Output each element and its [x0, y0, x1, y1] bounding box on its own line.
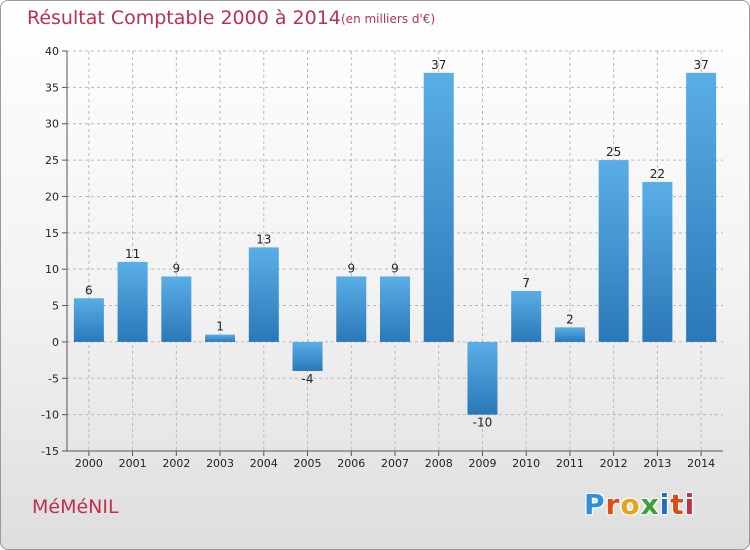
data-label: 25 — [606, 145, 621, 159]
x-tick-label: 2005 — [294, 457, 322, 470]
logo-letter: i — [684, 488, 696, 521]
logo-letter: P — [584, 488, 606, 521]
y-tick-label: -15 — [41, 445, 59, 458]
logo-letter: o — [620, 488, 641, 521]
y-tick-label: 30 — [45, 118, 59, 131]
x-tick-label: 2009 — [468, 457, 496, 470]
bar-2006 — [336, 276, 367, 342]
y-tick-label: 40 — [45, 45, 59, 58]
bars — [73, 72, 717, 415]
data-label: 13 — [256, 232, 271, 246]
bar-2003 — [205, 334, 236, 342]
chart-subtitle: (en milliers d'€) — [341, 12, 436, 26]
x-tick-label: 2007 — [381, 457, 409, 470]
x-tick-label: 2010 — [512, 457, 540, 470]
data-label: 9 — [347, 261, 355, 275]
data-label: 37 — [693, 58, 708, 72]
y-tick-label: 10 — [45, 263, 59, 276]
bar-2012 — [598, 160, 629, 342]
commune-name: MéMéNIL — [32, 496, 119, 518]
data-label: 9 — [173, 261, 181, 275]
y-tick-label: -5 — [48, 372, 59, 385]
data-label: 9 — [391, 261, 399, 275]
x-tick-label: 2000 — [75, 457, 103, 470]
bar-2000 — [73, 298, 104, 342]
data-label: 6 — [85, 283, 93, 297]
bar-2007 — [380, 276, 410, 342]
bar-2002 — [161, 276, 192, 342]
data-label: 22 — [650, 167, 665, 181]
chart-title: Résultat Comptable 2000 à 2014 — [27, 7, 341, 29]
y-tick-label: 25 — [45, 154, 59, 167]
y-tick-label: 5 — [52, 300, 59, 313]
logo-letter: i — [659, 488, 671, 521]
labels: -15 -10 -5 0 5 10 15 20 25 30 35 40 2000 6 2001 11 2002 9… — [41, 45, 715, 470]
y-tick-label: -10 — [41, 409, 59, 422]
bar-2010 — [511, 291, 542, 342]
x-tick-label: 2011 — [556, 457, 584, 470]
bar-2008 — [423, 72, 454, 342]
logo-letter: x — [640, 488, 660, 521]
bar-2013 — [642, 181, 673, 342]
data-label: 2 — [566, 312, 574, 326]
x-tick-label: 2002 — [162, 457, 190, 470]
bar-2011 — [554, 327, 585, 342]
axes — [62, 50, 723, 456]
x-tick-label: 2008 — [425, 457, 453, 470]
bar-2001 — [117, 261, 148, 342]
logo-letter: t — [670, 488, 685, 521]
x-tick-label: 2013 — [643, 457, 671, 470]
data-label: -4 — [302, 372, 314, 386]
y-tick-label: 15 — [45, 227, 59, 240]
y-tick-label: 20 — [45, 190, 59, 203]
x-tick-label: 2014 — [687, 457, 715, 470]
data-label: 11 — [125, 247, 140, 261]
proxiti-logo[interactable]: Proxiti — [584, 488, 695, 521]
x-tick-label: 2003 — [206, 457, 234, 470]
x-tick-label: 2004 — [250, 457, 278, 470]
data-label: 37 — [431, 58, 446, 72]
x-tick-label: 2006 — [337, 457, 365, 470]
bar-2014 — [686, 72, 717, 342]
y-tick-label: 35 — [45, 81, 59, 94]
x-tick-label: 2001 — [119, 457, 147, 470]
bar-2005 — [292, 341, 323, 371]
bar-2004 — [248, 247, 279, 342]
data-label: 1 — [216, 320, 224, 334]
y-tick-label: 0 — [52, 336, 59, 349]
bar-2009 — [467, 341, 498, 415]
data-label: -10 — [473, 416, 493, 430]
x-tick-label: 2012 — [600, 457, 628, 470]
logo-letter: r — [605, 488, 621, 521]
data-label: 7 — [522, 276, 530, 290]
